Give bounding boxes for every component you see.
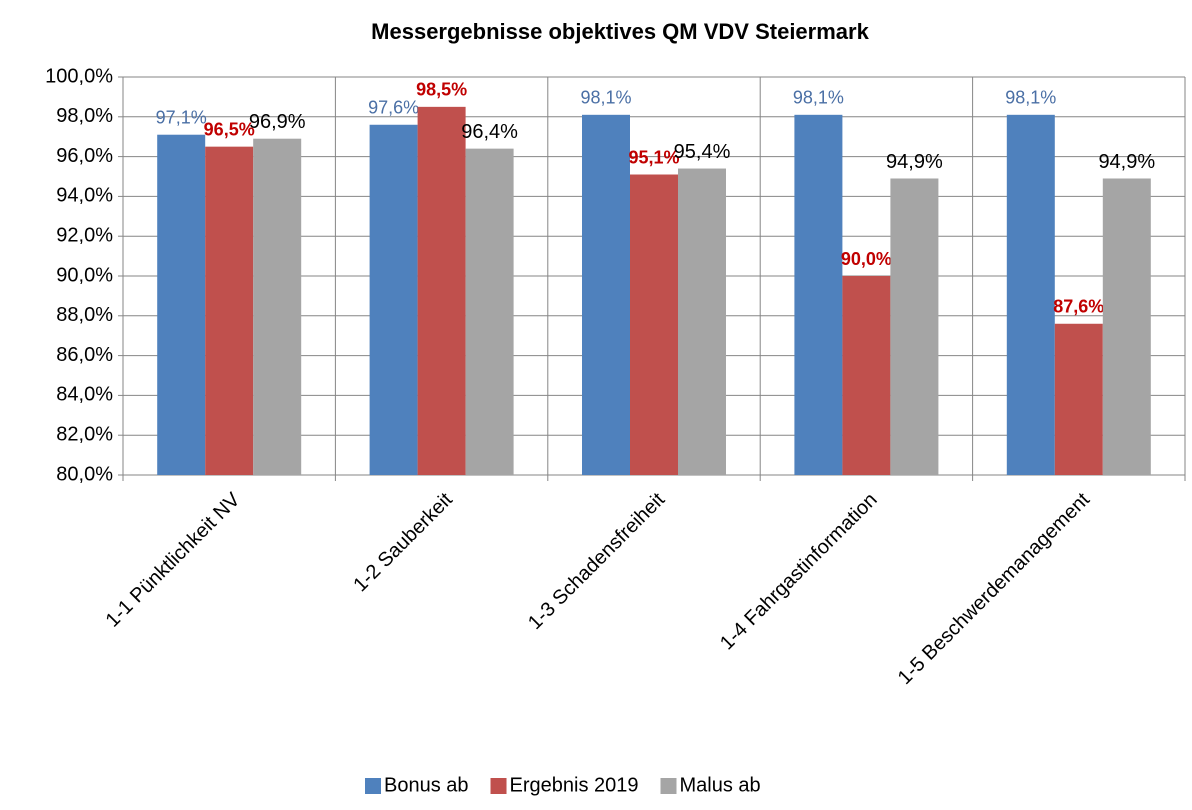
- bar: [794, 114, 843, 475]
- x-tick-label: 1-3 Schadensfreiheit: [524, 488, 670, 634]
- bar: [253, 138, 302, 475]
- value-label: 98,1%: [793, 88, 844, 108]
- y-tick-label: 88,0%: [56, 304, 113, 326]
- legend-swatch: [490, 778, 507, 794]
- bar: [630, 174, 678, 475]
- legend-label: Ergebnis 2019: [510, 774, 639, 796]
- bar: [417, 106, 466, 475]
- y-tick-label: 94,0%: [56, 185, 113, 207]
- y-tick-label: 90,0%: [56, 264, 113, 286]
- y-tick-label: 98,0%: [56, 105, 113, 127]
- chart-title: Messergebnisse objektives QM VDV Steierm…: [371, 19, 869, 44]
- value-label: 90,0%: [841, 249, 892, 269]
- bar: [582, 114, 630, 475]
- bar: [1006, 114, 1055, 475]
- value-label: 94,9%: [1098, 151, 1155, 173]
- bar: [890, 178, 939, 476]
- bar: [369, 124, 418, 475]
- bar: [205, 146, 254, 475]
- bar: [842, 276, 891, 475]
- y-tick-label: 92,0%: [56, 224, 113, 246]
- y-tick-label: 100,0%: [45, 65, 113, 87]
- value-label: 96,9%: [249, 111, 306, 133]
- value-label: 97,6%: [368, 98, 419, 118]
- value-label: 95,4%: [674, 141, 731, 163]
- value-label: 96,5%: [204, 119, 255, 139]
- value-label: 96,4%: [461, 121, 518, 143]
- y-tick-label: 80,0%: [56, 463, 113, 485]
- legend-swatch: [365, 778, 381, 794]
- value-label: 95,1%: [628, 147, 679, 167]
- bar: [157, 134, 206, 475]
- y-tick-label: 96,0%: [56, 145, 113, 167]
- bar: [678, 168, 726, 476]
- y-tick-label: 84,0%: [56, 384, 113, 406]
- y-tick-label: 86,0%: [56, 344, 113, 366]
- x-tick-label: 1-4 Fahrgastinformation: [716, 489, 882, 655]
- value-label: 98,5%: [416, 80, 467, 100]
- value-label: 98,1%: [580, 88, 631, 108]
- value-label: 97,1%: [156, 107, 207, 127]
- x-tick-label: 1-1 Pünktlichkeit NV: [102, 488, 245, 631]
- y-tick-label: 82,0%: [56, 423, 113, 445]
- legend-label: Bonus ab: [384, 774, 469, 796]
- legend-label: Malus ab: [680, 774, 761, 796]
- value-label: 98,1%: [1005, 88, 1056, 108]
- bar: [1102, 178, 1151, 476]
- x-tick-label: 1-5 Beschwerdemanagement: [894, 488, 1095, 689]
- value-label: 94,9%: [886, 151, 943, 173]
- x-tick-label: 1-2 Sauberkeit: [349, 488, 457, 596]
- bar: [465, 148, 514, 475]
- bar: [1054, 323, 1103, 475]
- legend-swatch: [660, 778, 677, 794]
- value-label: 87,6%: [1053, 297, 1104, 317]
